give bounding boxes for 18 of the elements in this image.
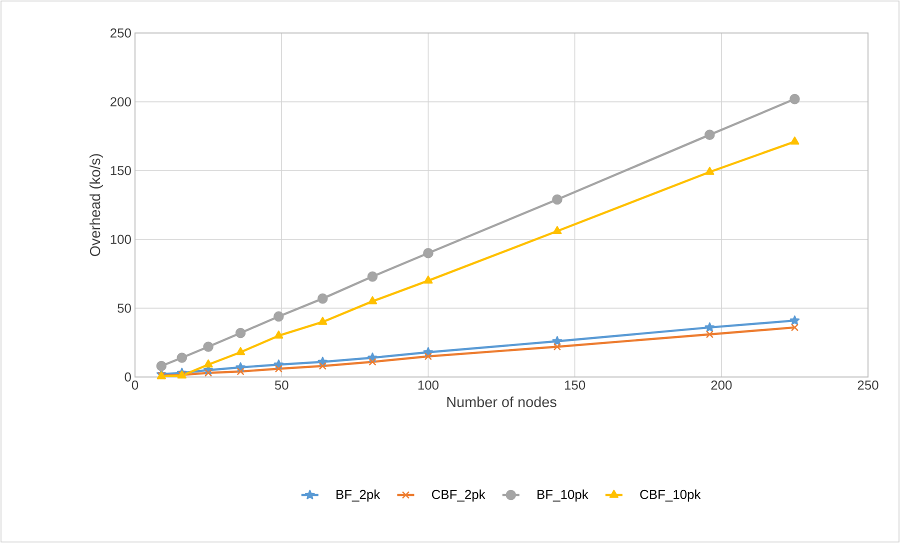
x-tick-label: 0: [132, 380, 138, 390]
x-tick-label: 50: [274, 380, 288, 390]
legend-label: BF_2pk: [336, 490, 380, 502]
y-tick-label: 0: [124, 372, 131, 382]
x-tick-label: 200: [711, 380, 732, 390]
x-tick-label: 250: [858, 380, 878, 390]
y-tick-label: 100: [110, 234, 131, 244]
x-tick-label: 150: [564, 380, 586, 390]
y-tick-label: 250: [110, 28, 131, 38]
legend-label: CBF_10pk: [640, 490, 701, 502]
y-axis-title: Overhead (ko/s): [90, 154, 104, 256]
legend-label: CBF_2pk: [432, 490, 486, 502]
y-tick-label: 150: [110, 166, 131, 176]
x-tick-label: 100: [418, 380, 439, 390]
y-tick-label: 50: [118, 304, 131, 313]
x-axis-title: Number of nodes: [447, 396, 556, 408]
y-tick-label: 200: [110, 97, 131, 106]
legend-label: BF_10pk: [538, 490, 588, 502]
